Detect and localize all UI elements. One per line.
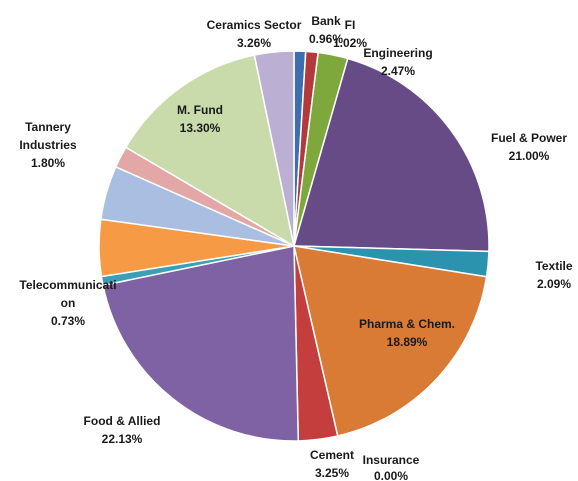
label-tannery-line1: Tannery xyxy=(25,120,71,134)
label-cement-value: 3.25% xyxy=(315,466,349,480)
label-fi-value: 1.02% xyxy=(333,36,367,50)
label-mfund-name: M. Fund xyxy=(177,103,223,117)
label-insurance-name: Insurance xyxy=(363,453,420,467)
slice-fuel-power xyxy=(293,57,490,253)
label-ceramics-value: 3.26% xyxy=(237,36,271,50)
label-mfund-value: 13.30% xyxy=(180,121,221,135)
label-textile-name: Textile xyxy=(535,259,572,273)
slice-pharma-chem xyxy=(293,245,488,437)
label-engineering-value: 2.47% xyxy=(381,64,415,78)
label-pharma-name: Pharma & Chem. xyxy=(359,317,455,331)
slice-ceramics-sector xyxy=(253,50,295,247)
label-fi-name: FI xyxy=(345,18,356,32)
pie-slices xyxy=(98,50,490,442)
label-fuel-name: Fuel & Power xyxy=(491,131,567,145)
label-ceramics-name: Ceramics Sector xyxy=(207,18,302,32)
slice-food-allied xyxy=(102,245,300,442)
label-telecom-line1: Telecommunicati xyxy=(19,278,116,292)
label-insurance-value: 0.00% xyxy=(374,469,408,481)
label-pharma-value: 18.89% xyxy=(387,335,428,349)
label-telecom-line2: on xyxy=(61,296,76,310)
label-engineering-name: Engineering xyxy=(363,46,432,60)
label-bank-name: Bank xyxy=(311,14,341,28)
label-fuel-value: 21.00% xyxy=(509,149,550,163)
label-bank-value: 0.96% xyxy=(309,32,343,46)
label-food-name: Food & Allied xyxy=(84,414,161,428)
label-textile-value: 2.09% xyxy=(537,277,571,291)
label-tannery-line2: Industries xyxy=(19,138,77,152)
slice-m-fund xyxy=(124,54,296,248)
label-food-value: 22.13% xyxy=(102,432,143,446)
label-cement-name: Cement xyxy=(310,448,354,462)
label-tannery-value: 1.80% xyxy=(31,156,65,170)
label-telecom-value: 0.73% xyxy=(51,314,85,328)
